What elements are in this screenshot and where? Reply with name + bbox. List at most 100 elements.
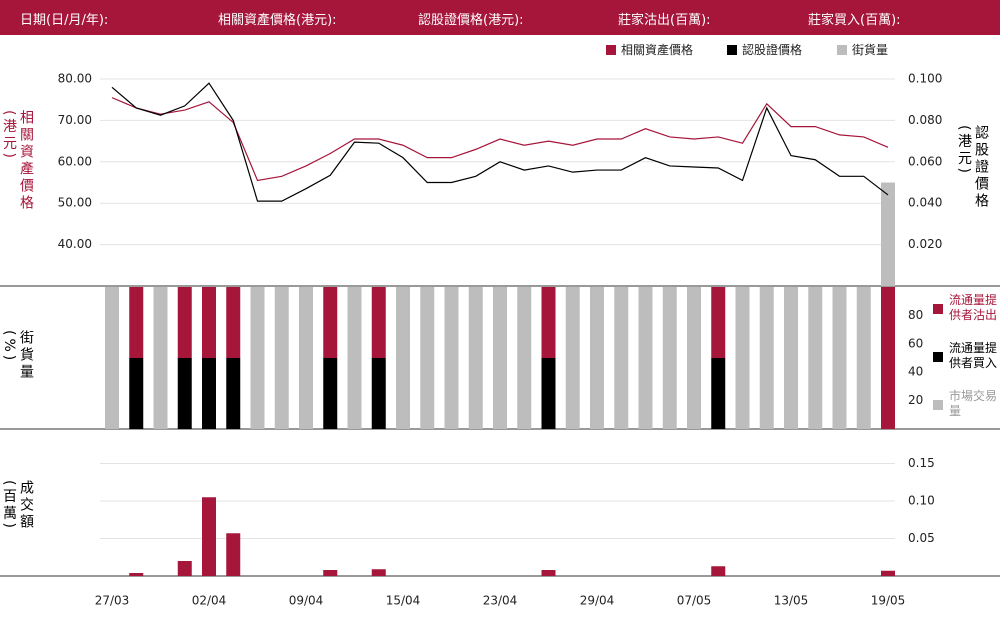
- bar: [808, 287, 823, 429]
- bar: [105, 287, 119, 429]
- bar: [371, 287, 386, 358]
- bar: [226, 358, 241, 429]
- y2-tick-label: 0.040: [908, 196, 942, 210]
- bar: [347, 287, 362, 429]
- header-label: 莊家沽出(百萬):: [618, 13, 711, 28]
- x-tick-label: 29/04: [580, 594, 615, 608]
- legend-swatch: [933, 400, 943, 410]
- x-tick-label: 23/04: [483, 594, 518, 608]
- bar: [493, 287, 507, 429]
- y-tick-label: 0.15: [908, 456, 935, 470]
- bar: [711, 566, 726, 576]
- bar: [590, 287, 604, 429]
- y2-tick-label: 0.060: [908, 154, 942, 168]
- bar: [784, 287, 798, 429]
- bar: [881, 287, 895, 429]
- bar: [881, 182, 895, 286]
- bar: [323, 570, 338, 576]
- bar: [444, 287, 459, 429]
- bar: [759, 287, 774, 429]
- y-tick-label: 40: [908, 365, 923, 379]
- header-label: 認股證價格(港元):: [418, 13, 524, 28]
- bar: [323, 287, 338, 358]
- bar: [711, 287, 726, 358]
- header-label: 日期(日/月/年):: [20, 13, 109, 28]
- x-tick-label: 07/05: [677, 594, 712, 608]
- bar: [226, 533, 241, 576]
- legend-swatch: [606, 45, 616, 55]
- y-tick-label: 70.00: [58, 113, 92, 127]
- bar: [371, 569, 386, 576]
- legend-label: 流通量提供者買入: [949, 341, 998, 370]
- y2-axis-label: 認股證價格(港元): [956, 125, 989, 210]
- bar: [202, 287, 216, 358]
- x-tick-label: 02/04: [192, 594, 227, 608]
- bar: [638, 287, 653, 429]
- x-tick-label: 15/04: [386, 594, 421, 608]
- y-tick-label: 60.00: [58, 154, 92, 168]
- y-tick-label: 50.00: [58, 196, 92, 210]
- bar: [153, 287, 168, 429]
- y-tick-label: 0.05: [908, 531, 935, 545]
- bar: [832, 287, 847, 429]
- bar: [202, 497, 216, 576]
- legend-label: 市場交易量: [949, 389, 998, 418]
- bar: [881, 570, 895, 576]
- bar: [323, 358, 338, 429]
- x-tick-label: 09/04: [289, 594, 324, 608]
- bar: [711, 358, 726, 429]
- y2-tick-label: 0.100: [908, 72, 942, 86]
- y-tick-label: 60: [908, 336, 923, 350]
- y-axis-label: 相關資產價格(港元): [1, 110, 34, 212]
- y-tick-label: 80.00: [58, 72, 92, 86]
- bar: [177, 287, 192, 358]
- legend-label: 認股證價格: [742, 43, 803, 57]
- y-tick-label: 0.10: [908, 494, 935, 508]
- y2-tick-label: 0.020: [908, 237, 942, 251]
- bar: [856, 287, 871, 429]
- bar: [735, 287, 750, 429]
- bar: [687, 287, 701, 429]
- bar: [396, 287, 410, 429]
- legend-swatch: [727, 45, 737, 55]
- bar: [129, 573, 144, 576]
- bar: [662, 287, 677, 429]
- x-tick-label: 27/03: [95, 594, 130, 608]
- bar: [274, 287, 289, 429]
- y-tick-label: 80: [908, 308, 923, 322]
- bar: [517, 287, 532, 429]
- x-tick-label: 19/05: [871, 594, 906, 608]
- bar: [420, 287, 435, 429]
- bar: [541, 570, 556, 576]
- bar: [202, 358, 216, 429]
- bar: [226, 287, 241, 358]
- y-tick-label: 40.00: [58, 237, 92, 251]
- bar: [468, 287, 483, 429]
- bar: [299, 287, 313, 429]
- y-axis-label: 街貨量(%): [1, 330, 34, 381]
- bar: [565, 287, 580, 429]
- y-axis-label: 成交額(百萬): [1, 480, 34, 531]
- bar: [129, 287, 144, 358]
- legend-label: 流通量提供者沽出: [949, 293, 998, 322]
- line: [111, 82, 889, 202]
- bar: [541, 358, 556, 429]
- legend-label: 相關資產價格: [621, 43, 694, 57]
- bar: [250, 287, 265, 429]
- legend-swatch: [837, 45, 847, 55]
- legend-swatch: [933, 352, 943, 362]
- header-label: 相關資產價格(港元):: [218, 13, 337, 28]
- bar: [614, 287, 629, 429]
- y2-tick-label: 0.080: [908, 113, 942, 127]
- bar: [371, 358, 386, 429]
- legend-label: 街貨量: [852, 43, 889, 57]
- header-label: 莊家買入(百萬):: [808, 13, 901, 28]
- y-tick-label: 20: [908, 393, 923, 407]
- x-tick-label: 13/05: [774, 594, 809, 608]
- bar: [129, 358, 144, 429]
- line: [111, 97, 889, 182]
- bar: [541, 287, 556, 358]
- legend-swatch: [933, 304, 943, 314]
